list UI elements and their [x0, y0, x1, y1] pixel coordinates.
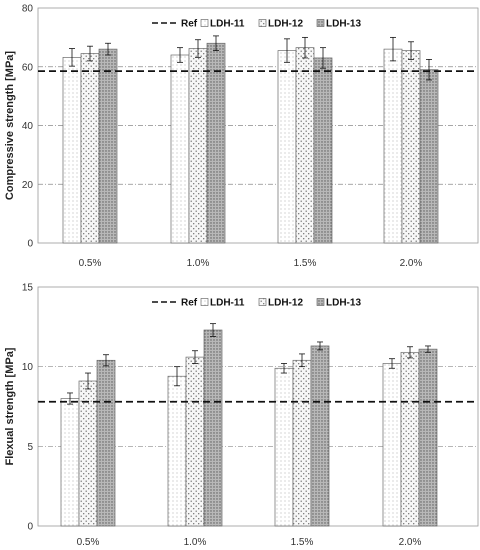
bar-ldh-13	[310, 345, 330, 527]
x-tick-label: 2.0%	[400, 258, 423, 269]
y-tick-label: 60	[22, 62, 34, 73]
legend-swatch	[316, 19, 325, 27]
y-tick-label: 15	[22, 283, 34, 294]
y-tick-label: 0	[27, 522, 33, 533]
bar-ldh-13	[96, 359, 116, 527]
x-tick-label: 2.0%	[399, 537, 422, 548]
legend-swatch	[258, 19, 267, 27]
bar-ldh-13	[313, 57, 333, 244]
legend-label: LDH-12	[268, 298, 303, 309]
y-axis-label: Compressive strength [MPa]	[4, 51, 16, 200]
bar-ldh-13	[419, 69, 439, 244]
bar-ldh-11	[62, 56, 82, 244]
bar-ldh-11	[383, 48, 403, 244]
x-tick-label: 1.5%	[294, 258, 317, 269]
y-tick-label: 40	[22, 121, 34, 132]
y-tick-label: 0	[27, 239, 33, 250]
x-tick-label: 1.5%	[291, 537, 314, 548]
legend-swatch	[316, 298, 325, 306]
legend-label: LDH-11	[210, 298, 245, 309]
bar-ldh-11	[382, 363, 402, 527]
y-axis-label: Flexual strength [MPa]	[4, 347, 16, 465]
bar-ldh-11	[274, 367, 294, 527]
bar-ldh-13	[203, 329, 223, 527]
bar-ldh-13	[418, 348, 438, 527]
x-tick-label: 0.5%	[79, 258, 102, 269]
bar-ldh-13	[206, 42, 226, 244]
compressive-strength-chart: 0 20 40 60 80 Compressive strength [MPa] 0.5% 1…	[4, 4, 479, 269]
legend: Ref LDH-11 LDH-12 LDH-13	[152, 298, 361, 309]
legend: Ref LDH-11 LDH-12 LDH-13	[152, 19, 361, 30]
bar-ldh-12	[400, 351, 420, 527]
bar-ldh-12	[80, 53, 100, 244]
legend-label: Ref	[181, 298, 198, 309]
bar-ldh-11	[167, 375, 187, 527]
bar-ldh-13	[98, 48, 118, 244]
bar-ldh-12	[292, 359, 312, 527]
legend-swatch	[200, 298, 209, 306]
x-tick-label: 1.0%	[187, 258, 210, 269]
legend-label: Ref	[181, 19, 198, 30]
bar-ldh-12	[188, 48, 208, 244]
legend-label: LDH-13	[326, 298, 361, 309]
y-tick-label: 5	[27, 442, 33, 453]
bar-ldh-12	[185, 356, 205, 527]
flexural-strength-chart: 0 5 10 15 Flexual strength [MPa] 0.5% 1.0% 1.5%…	[4, 283, 479, 548]
bar-ldh-12	[401, 50, 421, 244]
bar-ldh-12	[295, 47, 315, 244]
bar-ldh-12	[78, 380, 98, 527]
x-tick-label: 1.0%	[184, 537, 207, 548]
legend-swatch	[200, 19, 209, 27]
y-tick-label: 80	[22, 4, 34, 15]
legend-label: LDH-12	[268, 19, 303, 30]
plot-area	[37, 286, 479, 527]
bar-ldh-11	[170, 54, 190, 244]
x-tick-label: 0.5%	[77, 537, 100, 548]
legend-swatch	[258, 298, 267, 306]
y-tick-label: 10	[22, 362, 34, 373]
y-tick-label: 20	[22, 180, 34, 191]
bar-ldh-11	[60, 398, 80, 527]
legend-label: LDH-13	[326, 19, 361, 30]
bar-ldh-11	[277, 50, 297, 244]
legend-label: LDH-11	[210, 19, 245, 30]
